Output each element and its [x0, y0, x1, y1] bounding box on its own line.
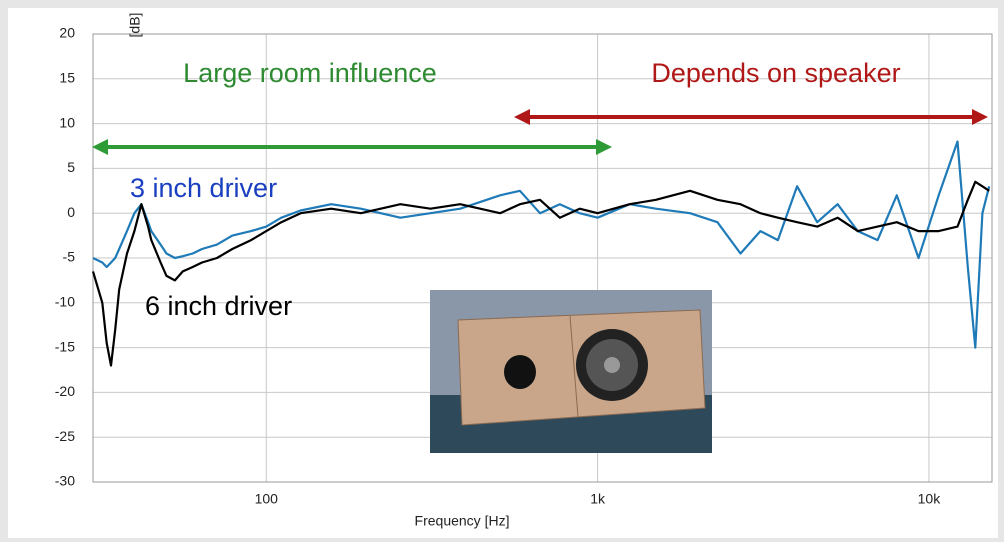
series-label: 3 inch driver: [130, 173, 277, 203]
photo-inset: [430, 290, 712, 453]
annotation: Large room influence: [183, 58, 437, 88]
x-tick-label: 10k: [918, 491, 942, 507]
series-line: [91, 180, 990, 367]
y-tick-label: 15: [59, 70, 75, 86]
y-tick-label: -30: [55, 473, 75, 489]
y-tick-label: -15: [55, 338, 75, 354]
y-tick-label: -10: [55, 294, 75, 310]
x-tick-label: 1k: [590, 491, 606, 507]
y-tick-label: -20: [55, 383, 75, 399]
annotation: Depends on speaker: [651, 58, 900, 88]
y-tick-label: -5: [63, 249, 76, 265]
x-axis-label: Frequency [Hz]: [415, 513, 510, 529]
y-tick-label: 20: [59, 25, 75, 41]
x-tick-label: 100: [255, 491, 279, 507]
y-tick-label: 10: [59, 114, 75, 130]
y-tick-label: 5: [67, 159, 75, 175]
series-label: 6 inch driver: [145, 291, 292, 321]
lines: [91, 140, 991, 367]
y-tick-label: -25: [55, 428, 75, 444]
y-tick-label: 0: [67, 204, 75, 220]
y-axis-label: [dB]: [127, 13, 143, 38]
